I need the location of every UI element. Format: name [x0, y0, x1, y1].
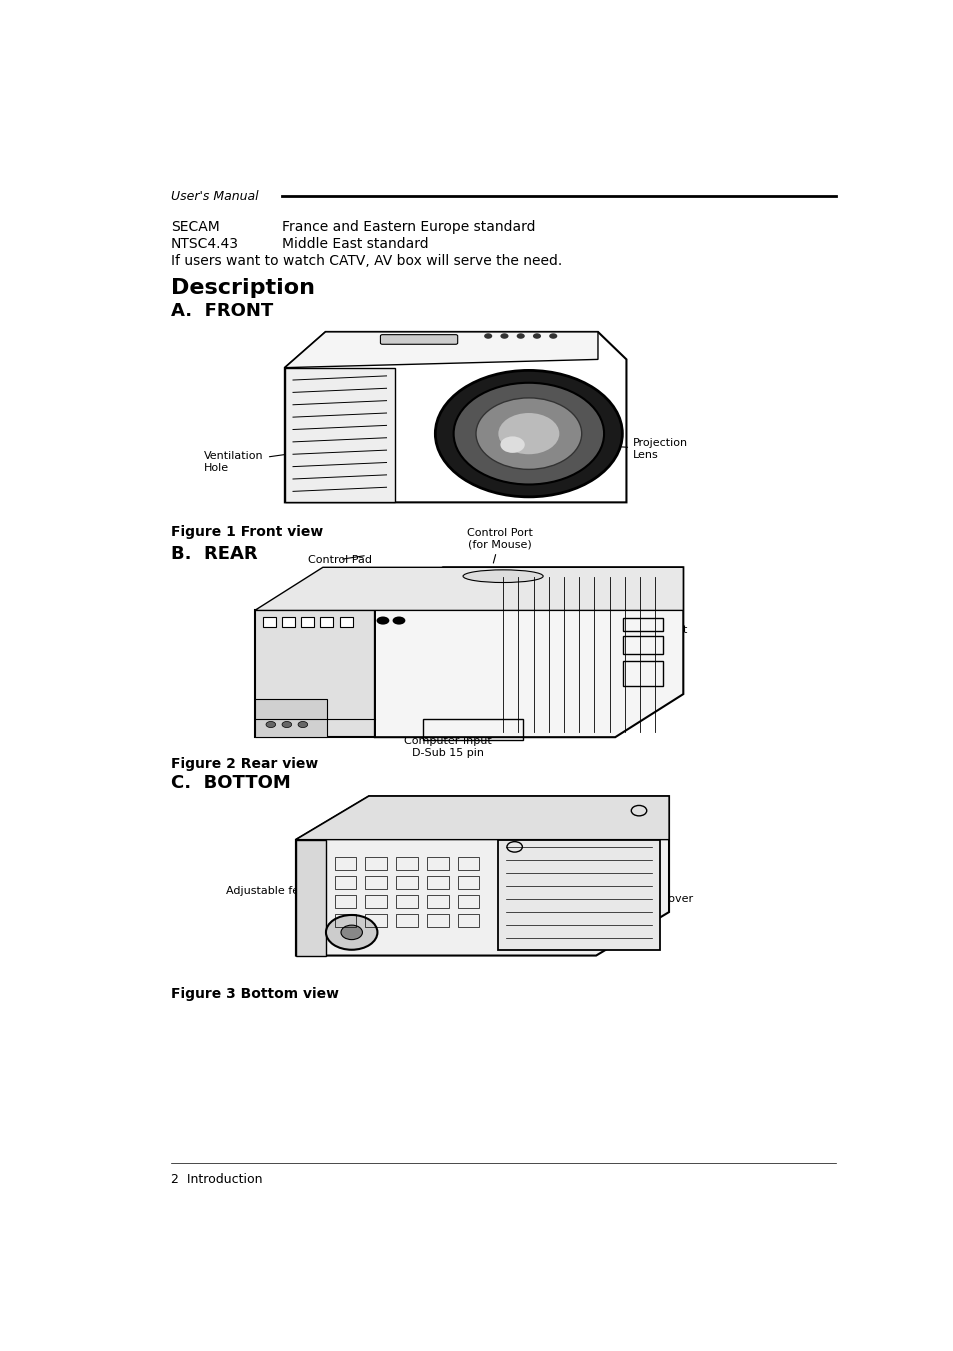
Text: If users want to watch CATV, AV box will serve the need.: If users want to watch CATV, AV box will… [171, 254, 561, 267]
Text: Description: Description [171, 277, 314, 297]
Text: Control Port
(for Mouse): Control Port (for Mouse) [467, 527, 533, 563]
Text: Middle East standard: Middle East standard [282, 236, 428, 251]
Text: Ventilation
Hole: Ventilation Hole [204, 447, 335, 473]
Text: User's Manual: User's Manual [171, 190, 258, 203]
Text: Computer Input
D-Sub 15 pin: Computer Input D-Sub 15 pin [404, 723, 492, 758]
Text: SECAM: SECAM [171, 220, 219, 234]
Text: NTSC4.43: NTSC4.43 [171, 236, 239, 251]
Text: B.  REAR: B. REAR [171, 544, 257, 563]
Text: Lamp Cover: Lamp Cover [595, 893, 692, 904]
Text: Control Pad: Control Pad [308, 554, 372, 565]
Text: Figure 2 Rear view: Figure 2 Rear view [171, 757, 318, 771]
Text: A.  FRONT: A. FRONT [171, 301, 273, 320]
Text: C.  BOTTOM: C. BOTTOM [171, 774, 291, 792]
Text: 2  Introduction: 2 Introduction [171, 1173, 262, 1186]
Text: France and Eastern Europe standard: France and Eastern Europe standard [282, 220, 535, 234]
Text: Figure 1 Front view: Figure 1 Front view [171, 526, 323, 539]
Text: AV Box Connector: AV Box Connector [255, 694, 355, 715]
Text: Projection
Lens: Projection Lens [593, 439, 687, 461]
Text: Figure 3 Bottom view: Figure 3 Bottom view [171, 988, 338, 1001]
Text: Adjustable feet: Adjustable feet [226, 886, 344, 896]
Text: AC Inlet: AC Inlet [628, 626, 687, 635]
